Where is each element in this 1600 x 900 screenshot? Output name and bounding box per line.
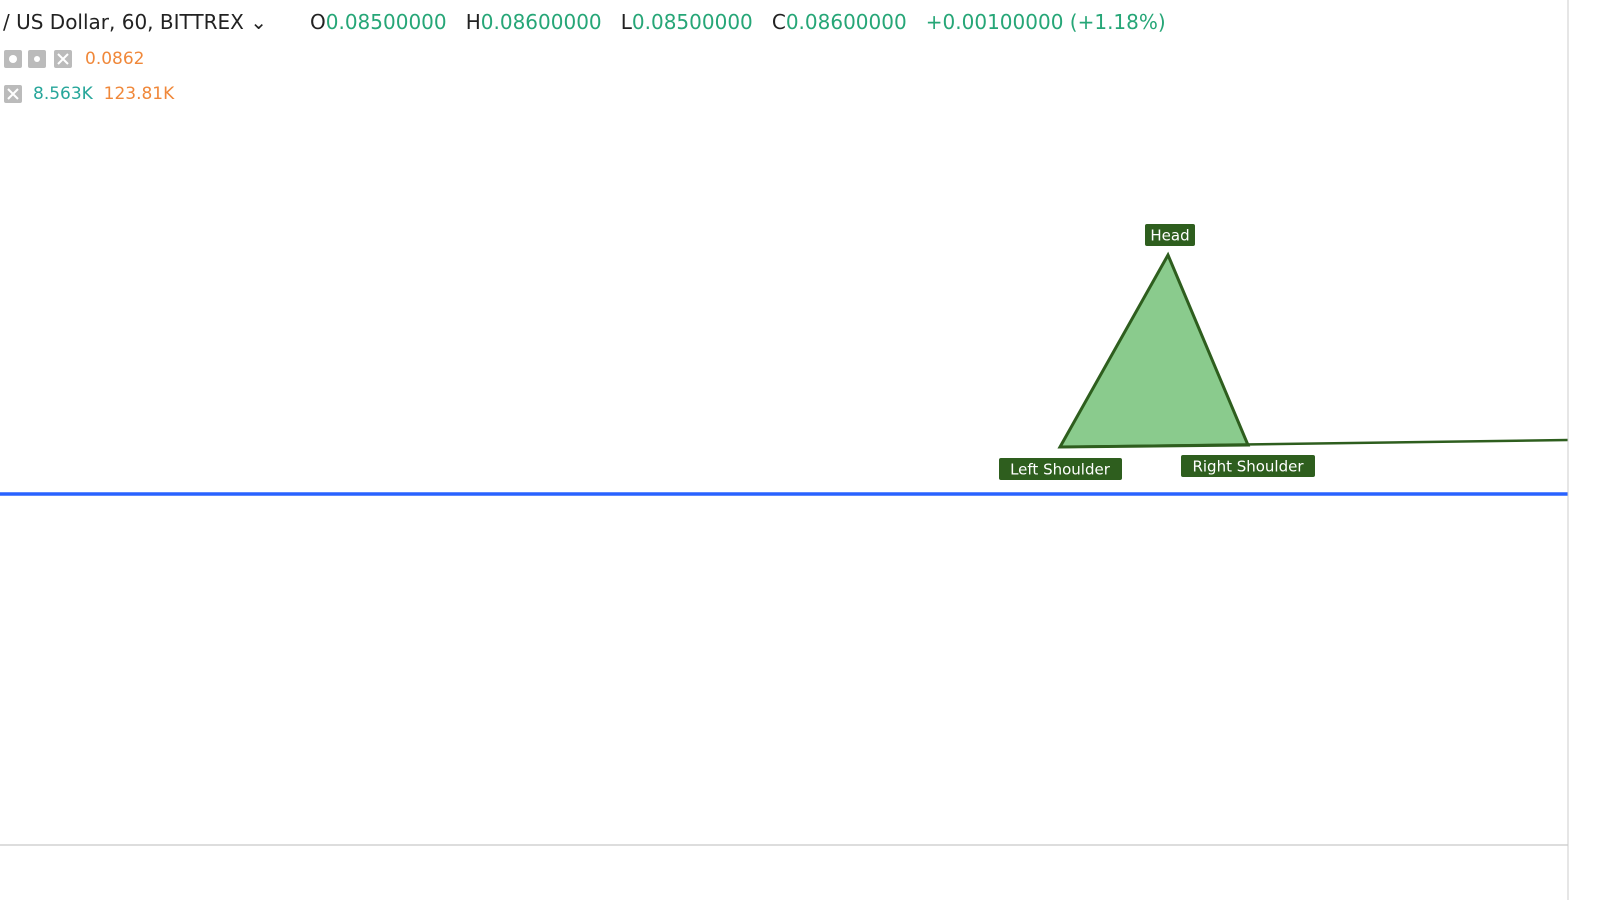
ohlc-label: C [771, 10, 786, 34]
symbol[interactable]: / US Dollar, 60, BITTREX ⌄ [3, 10, 267, 34]
neckline [1059, 438, 1569, 449]
annotation-box [999, 458, 1122, 480]
volume-ma-value: 123.81K [103, 84, 175, 104]
ohlc-value: 0.08600000 [785, 10, 907, 34]
change: +0.00100000 (+1.18%) [925, 10, 1166, 34]
ohlc-label: O [310, 10, 326, 34]
annotation-box [1145, 224, 1195, 246]
ohlc-value: 0.08500000 [631, 10, 753, 34]
annotation-box [1181, 455, 1315, 477]
volume-value: 8.563K [33, 84, 93, 104]
ma-value: 0.0862 [85, 49, 145, 69]
ohlc-label: L [620, 10, 632, 34]
ohlc-value: 0.08500000 [325, 10, 447, 34]
volume-values: 8.563K 123.81K [33, 84, 174, 104]
indicator-icons [4, 50, 72, 103]
annotation: Left Shoulder [1010, 461, 1111, 479]
annotation: Head [1150, 227, 1189, 245]
ohlc-label: H [465, 10, 481, 34]
annotation: Right Shoulder [1192, 458, 1304, 476]
ohlc-value: 0.08600000 [480, 10, 602, 34]
symbol-text[interactable]: / US Dollar, 60, BITTREX [3, 10, 244, 34]
ohlc: O0.08500000 H0.08600000 L0.08500000 C0.0… [310, 10, 1166, 34]
head-triangle [1057, 251, 1251, 449]
